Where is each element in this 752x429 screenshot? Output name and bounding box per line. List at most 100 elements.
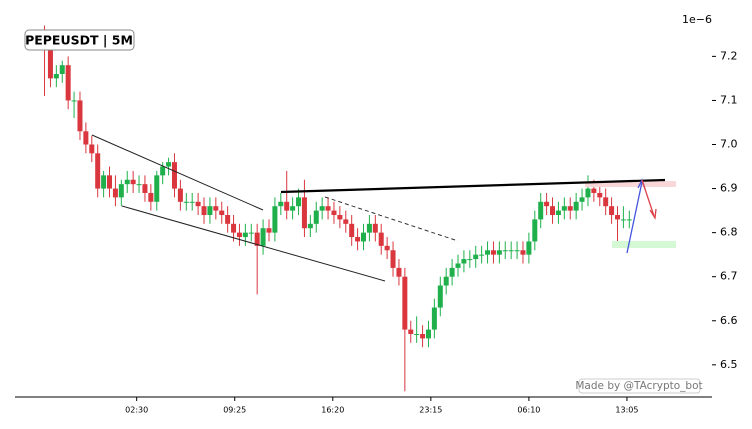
candle-body [195, 201, 201, 207]
candle-body [213, 206, 219, 211]
candle-body [77, 100, 83, 132]
candle-body [101, 175, 107, 189]
candle-body [414, 333, 420, 335]
projection-up [626, 181, 643, 254]
candle-body [473, 254, 479, 260]
candle-body [538, 201, 544, 220]
watermark-box [578, 378, 701, 394]
candle-body [479, 254, 485, 256]
arrow-head [649, 208, 657, 220]
candle-body [107, 175, 113, 189]
candle-body [443, 276, 449, 286]
candle-body [355, 237, 361, 242]
candle-body [402, 276, 408, 330]
y-tick-label: 6.6 [720, 314, 738, 327]
chart-title: PEPEUSDT | 5M [25, 33, 133, 48]
candle-body [260, 228, 266, 246]
candle-body [177, 188, 183, 202]
candle-body [53, 73, 59, 79]
candle-body [171, 162, 177, 189]
candle-body [248, 232, 254, 234]
candle-body [408, 329, 414, 334]
candle-body [124, 179, 130, 185]
candle-body [272, 206, 278, 233]
candle-body [89, 144, 95, 154]
candle-body [532, 219, 538, 242]
trend-line [280, 178, 666, 194]
offset-label: 1e−6 [682, 13, 712, 26]
candle-body [130, 179, 136, 185]
candle-body [437, 285, 443, 308]
candle-body [219, 210, 225, 216]
candle-body [183, 201, 189, 203]
candle-body [544, 201, 550, 207]
candle-body [337, 215, 343, 220]
candles [42, 25, 632, 392]
candle-body [449, 267, 455, 277]
candle-body [461, 259, 467, 264]
candle-body [366, 223, 372, 233]
candle-body [502, 250, 508, 252]
candle-body [526, 241, 532, 255]
candle-body [142, 184, 148, 193]
candle-body [485, 250, 491, 255]
candle-body [431, 307, 437, 330]
y-tick-label: 7.0 [720, 138, 738, 151]
candle-body [490, 250, 496, 255]
candle-body [390, 250, 396, 268]
candle-body [266, 228, 272, 233]
x-tick-label: 09:25 [223, 406, 246, 415]
candle-body [254, 232, 260, 246]
candle-body [313, 210, 319, 224]
candle-body [361, 232, 366, 242]
support-zone [612, 241, 676, 248]
candle-body [455, 263, 461, 268]
candle-body [65, 65, 71, 101]
candle-body [71, 100, 77, 102]
candle-body [567, 206, 573, 211]
candle-body [420, 333, 426, 339]
candle-body [242, 232, 248, 238]
watermark: Made by @TAcrypto_bot [575, 380, 702, 392]
candle-body [307, 223, 313, 229]
candle-body [555, 210, 561, 216]
y-tick-label: 7.1 [720, 93, 738, 106]
y-tick-label: 6.7 [720, 270, 738, 283]
x-tick-label: 16:20 [321, 406, 344, 415]
candle-body [112, 188, 118, 198]
candle-body [609, 206, 615, 216]
candle-body [514, 250, 520, 252]
candle-body [550, 206, 556, 216]
y-tick-label: 7.2 [720, 49, 738, 62]
projection-down [641, 179, 655, 217]
candle-body [207, 206, 213, 216]
x-tick-label: 02:30 [125, 406, 148, 415]
candle-body [343, 219, 349, 224]
candle-body [296, 197, 302, 207]
candle-body [59, 65, 65, 74]
candle-body [378, 232, 384, 246]
y-tick-label: 6.5 [720, 358, 738, 371]
candle-body [284, 201, 290, 211]
candle-body [47, 43, 53, 79]
candle-body [467, 259, 473, 261]
candle-body [118, 184, 124, 198]
candle-body [319, 206, 325, 211]
candle-body [620, 219, 626, 221]
candle-body [201, 206, 207, 216]
candle-body [597, 192, 603, 198]
candle-body [561, 206, 567, 211]
candle-body [83, 131, 89, 145]
candle-body [508, 250, 514, 252]
resistance-zone [585, 181, 676, 187]
wedge-upper [91, 134, 264, 211]
candle-body [278, 201, 284, 207]
candle-body [579, 197, 585, 202]
candle-body [331, 210, 337, 216]
candle-body [349, 223, 355, 238]
candle-body [396, 267, 402, 277]
candle-body [603, 197, 609, 207]
candle-body [154, 175, 160, 202]
